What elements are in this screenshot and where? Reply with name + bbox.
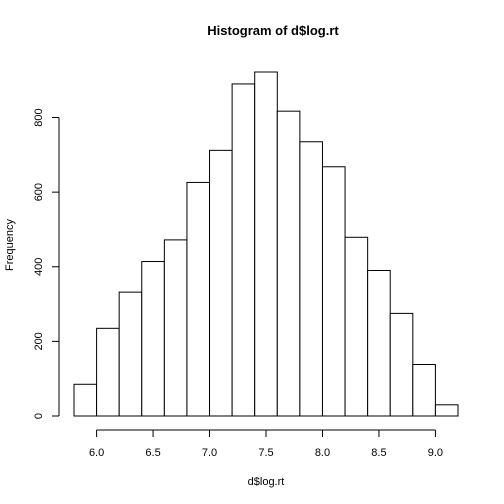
y-tick-label: 400 <box>33 258 45 276</box>
histogram-bar <box>434 404 459 417</box>
histogram-bar <box>231 83 256 417</box>
histogram-bar <box>209 149 233 417</box>
histogram-bar <box>299 141 323 417</box>
y-axis: 0 200 400 600 800 <box>33 108 60 419</box>
histogram-bar <box>163 239 188 417</box>
histogram-bar <box>254 71 278 417</box>
x-axis: 6.0 6.5 7.0 7.5 8.0 8.5 9.0 <box>89 429 443 459</box>
y-axis-label: Frequency <box>4 219 16 271</box>
y-tick-label: 200 <box>33 332 45 350</box>
y-tick-label: 0 <box>33 413 45 419</box>
histogram-bar <box>118 291 143 417</box>
histogram-bar <box>96 327 120 417</box>
y-tick-label: 800 <box>33 108 45 126</box>
x-tick-label: 8.0 <box>315 447 330 459</box>
x-tick-label: 6.5 <box>145 447 160 459</box>
x-tick-label: 6.0 <box>89 447 104 459</box>
x-tick-label: 7.5 <box>258 447 273 459</box>
y-tick-label: 600 <box>33 183 45 201</box>
x-tick-label: 7.0 <box>202 447 217 459</box>
histogram-bar <box>141 261 165 417</box>
histogram-bar <box>412 364 436 417</box>
histogram-bar <box>276 110 301 417</box>
bars-group <box>73 71 459 417</box>
histogram-bar <box>389 312 414 417</box>
histogram-bar <box>344 236 369 417</box>
histogram-bar <box>73 383 98 417</box>
histogram-bar <box>367 269 391 417</box>
histogram-bar <box>321 166 346 417</box>
histogram-bar <box>186 181 211 417</box>
x-tick-label: 8.5 <box>371 447 386 459</box>
x-tick-label: 9.0 <box>428 447 443 459</box>
chart-title: Histogram of d$log.rt <box>207 23 339 38</box>
x-axis-label: d$log.rt <box>248 476 285 488</box>
